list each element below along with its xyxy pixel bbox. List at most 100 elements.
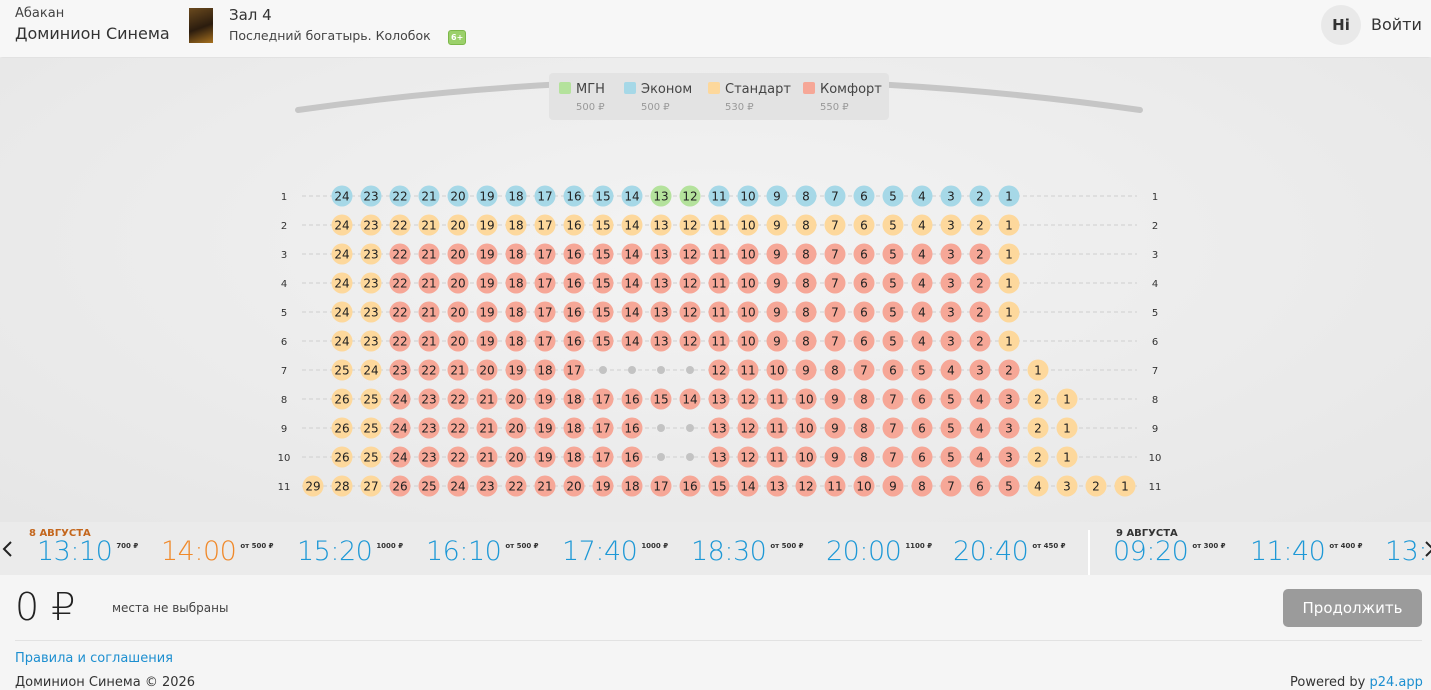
seat[interactable]: 7 bbox=[853, 359, 875, 381]
seat[interactable]: 28 bbox=[331, 475, 353, 497]
seat[interactable]: 19 bbox=[476, 272, 498, 294]
seat[interactable]: 12 bbox=[708, 359, 730, 381]
seat[interactable]: 10 bbox=[795, 446, 817, 468]
session[interactable]: 13: bbox=[1385, 536, 1431, 567]
seat[interactable]: 17 bbox=[563, 359, 585, 381]
seat[interactable]: 7 bbox=[940, 475, 962, 497]
seat[interactable]: 14 bbox=[621, 243, 643, 265]
seat[interactable]: 6 bbox=[911, 388, 933, 410]
seat[interactable]: 24 bbox=[331, 214, 353, 236]
seat[interactable]: 5 bbox=[911, 359, 933, 381]
seat[interactable]: 15 bbox=[592, 185, 614, 207]
seat[interactable]: 1 bbox=[1114, 475, 1136, 497]
seat[interactable]: 16 bbox=[563, 272, 585, 294]
seat[interactable]: 1 bbox=[998, 185, 1020, 207]
seat[interactable]: 19 bbox=[534, 417, 556, 439]
seat[interactable]: 6 bbox=[853, 301, 875, 323]
seat[interactable]: 10 bbox=[795, 417, 817, 439]
seat[interactable]: 15 bbox=[592, 301, 614, 323]
seat[interactable]: 12 bbox=[737, 446, 759, 468]
seat[interactable]: 8 bbox=[795, 214, 817, 236]
seat[interactable]: 21 bbox=[534, 475, 556, 497]
seat[interactable]: 16 bbox=[679, 475, 701, 497]
seat[interactable]: 4 bbox=[911, 272, 933, 294]
seat[interactable]: 9 bbox=[824, 417, 846, 439]
seat[interactable]: 1 bbox=[1056, 446, 1078, 468]
seat[interactable]: 6 bbox=[911, 417, 933, 439]
seat[interactable]: 8 bbox=[795, 185, 817, 207]
seat[interactable]: 3 bbox=[998, 446, 1020, 468]
seat[interactable]: 23 bbox=[360, 214, 382, 236]
seat[interactable]: 3 bbox=[998, 388, 1020, 410]
seat[interactable]: 3 bbox=[1056, 475, 1078, 497]
seat[interactable]: 22 bbox=[389, 272, 411, 294]
seat[interactable]: 26 bbox=[331, 417, 353, 439]
seat[interactable]: 16 bbox=[563, 214, 585, 236]
seat[interactable]: 20 bbox=[447, 330, 469, 352]
seat[interactable]: 21 bbox=[418, 243, 440, 265]
seat[interactable]: 17 bbox=[592, 417, 614, 439]
seat[interactable]: 4 bbox=[911, 185, 933, 207]
seat[interactable]: 11 bbox=[708, 330, 730, 352]
seat[interactable]: 17 bbox=[534, 243, 556, 265]
seat[interactable]: 23 bbox=[418, 446, 440, 468]
seat[interactable]: 3 bbox=[940, 243, 962, 265]
seat[interactable]: 23 bbox=[389, 359, 411, 381]
seat[interactable]: 6 bbox=[969, 475, 991, 497]
seat[interactable]: 4 bbox=[969, 417, 991, 439]
seat[interactable]: 26 bbox=[389, 475, 411, 497]
seat[interactable]: 22 bbox=[389, 214, 411, 236]
seat[interactable]: 9 bbox=[766, 272, 788, 294]
seat[interactable]: 18 bbox=[621, 475, 643, 497]
seat[interactable]: 14 bbox=[621, 272, 643, 294]
seat[interactable]: 4 bbox=[911, 243, 933, 265]
seat[interactable]: 13 bbox=[708, 417, 730, 439]
seat[interactable]: 18 bbox=[534, 359, 556, 381]
seat[interactable]: 19 bbox=[476, 243, 498, 265]
seat[interactable]: 13 bbox=[650, 330, 672, 352]
seat[interactable]: 21 bbox=[447, 359, 469, 381]
seat[interactable]: 23 bbox=[360, 243, 382, 265]
seat[interactable]: 10 bbox=[795, 388, 817, 410]
seat[interactable]: 14 bbox=[621, 185, 643, 207]
seat[interactable]: 12 bbox=[679, 214, 701, 236]
seat[interactable]: 10 bbox=[737, 243, 759, 265]
seat[interactable]: 15 bbox=[592, 272, 614, 294]
seat[interactable]: 3 bbox=[940, 272, 962, 294]
seat[interactable]: 14 bbox=[621, 214, 643, 236]
seat[interactable]: 6 bbox=[853, 243, 875, 265]
seat[interactable]: 21 bbox=[476, 446, 498, 468]
seat[interactable]: 24 bbox=[389, 417, 411, 439]
seat[interactable]: 7 bbox=[882, 388, 904, 410]
seat[interactable]: 6 bbox=[853, 214, 875, 236]
seat[interactable]: 18 bbox=[563, 388, 585, 410]
seat[interactable]: 5 bbox=[882, 301, 904, 323]
seat[interactable]: 8 bbox=[824, 359, 846, 381]
seat[interactable]: 7 bbox=[824, 301, 846, 323]
seat[interactable]: 15 bbox=[650, 388, 672, 410]
session[interactable]: 16:10 от 500 ₽ bbox=[426, 536, 539, 567]
seat[interactable]: 24 bbox=[360, 359, 382, 381]
session[interactable]: 20:00 1100 ₽ bbox=[826, 536, 932, 567]
session[interactable]: 20:40 от 450 ₽ bbox=[953, 536, 1066, 567]
seat[interactable]: 8 bbox=[795, 301, 817, 323]
session[interactable]: 14:00 от 500 ₽ bbox=[161, 536, 274, 567]
seat[interactable]: 26 bbox=[331, 388, 353, 410]
seat[interactable]: 13 bbox=[650, 272, 672, 294]
seat[interactable]: 4 bbox=[969, 388, 991, 410]
seat[interactable]: 4 bbox=[940, 359, 962, 381]
seat[interactable]: 19 bbox=[534, 388, 556, 410]
seat[interactable]: 10 bbox=[737, 272, 759, 294]
seat[interactable]: 27 bbox=[360, 475, 382, 497]
seat[interactable]: 24 bbox=[331, 330, 353, 352]
seat[interactable]: 15 bbox=[592, 330, 614, 352]
seat[interactable]: 16 bbox=[563, 185, 585, 207]
seat[interactable]: 18 bbox=[505, 272, 527, 294]
seat[interactable]: 13 bbox=[766, 475, 788, 497]
seat[interactable]: 1 bbox=[998, 214, 1020, 236]
seat[interactable]: 18 bbox=[563, 417, 585, 439]
seat[interactable]: 22 bbox=[447, 446, 469, 468]
seat[interactable]: 15 bbox=[592, 243, 614, 265]
session[interactable]: 11:40 от 400 ₽ bbox=[1250, 536, 1363, 567]
seat[interactable]: 22 bbox=[389, 330, 411, 352]
